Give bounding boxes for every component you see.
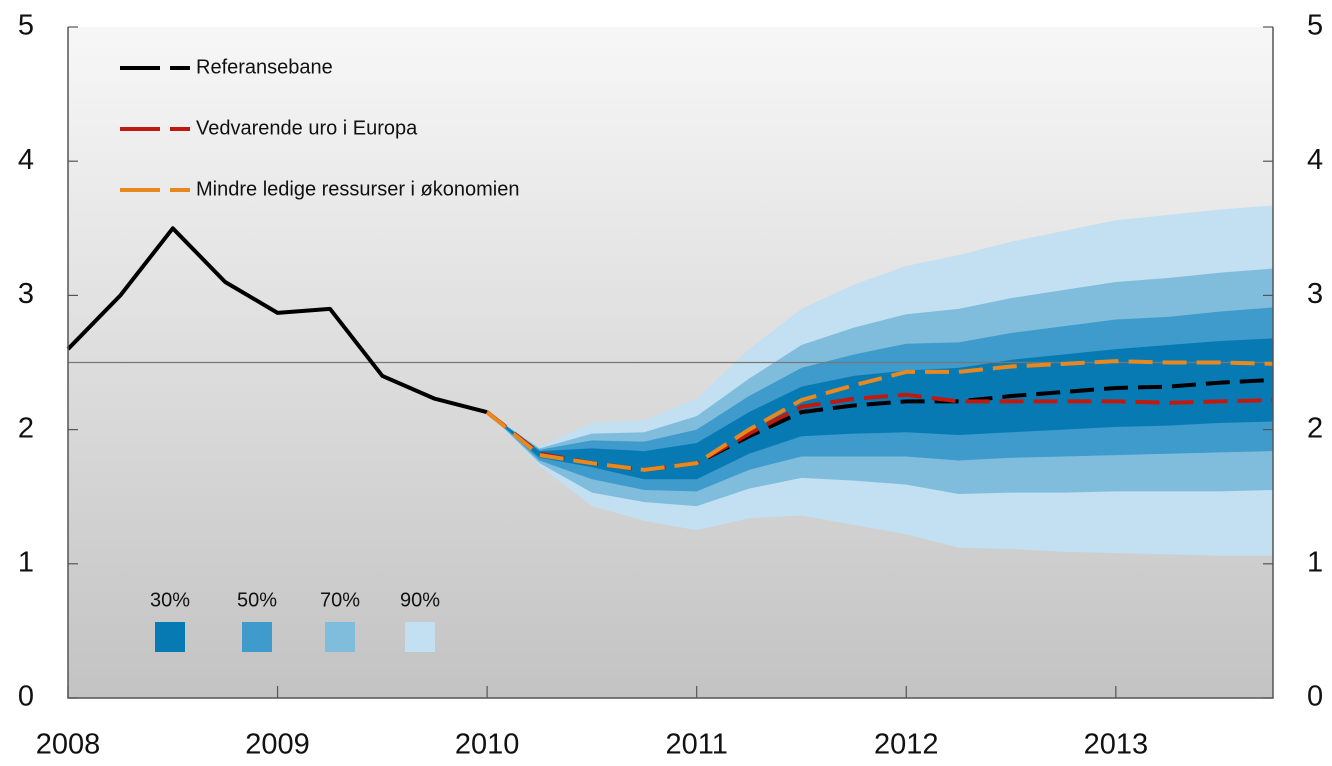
y2-tick-label: 5: [1307, 10, 1323, 42]
x-tick-label: 2008: [36, 729, 101, 761]
x-tick-label: 2013: [1084, 729, 1149, 761]
x-tick-label: 2011: [666, 729, 728, 761]
band-legend-swatch: [325, 622, 355, 652]
y2-tick-label: 4: [1307, 144, 1323, 176]
legend-label: Mindre ledige ressurser i økonomien: [196, 178, 519, 200]
fan-band: [487, 338, 1273, 480]
band-legend-swatch: [242, 622, 272, 652]
y-tick-label: 1: [18, 546, 34, 578]
y2-tick-label: 0: [1307, 681, 1323, 713]
x-tick-label: 2010: [455, 729, 520, 761]
y-tick-label: 4: [18, 144, 34, 176]
band-legend-swatch: [155, 622, 185, 652]
band-legend-label: 70%: [320, 589, 360, 611]
y-tick-label: 3: [18, 278, 34, 310]
series-line: [66, 226, 488, 415]
band-legend-label: 30%: [150, 589, 190, 611]
x-tick-label: 2012: [874, 729, 939, 761]
y-tick-label: 0: [18, 681, 34, 713]
x-tick-label: 2009: [245, 729, 310, 761]
series-line: [485, 359, 1274, 472]
band-legend-label: 50%: [237, 589, 277, 611]
y2-tick-label: 2: [1307, 412, 1323, 444]
y2-tick-label: 3: [1307, 278, 1323, 310]
y-tick-label: 2: [18, 412, 34, 444]
y-tick-label: 5: [18, 10, 34, 42]
band-legend-label: 90%: [400, 589, 440, 611]
legend-label: Referansebane: [196, 56, 333, 78]
band-legend-swatch: [405, 622, 435, 652]
axis-frame: [67, 27, 1274, 699]
legend-label: Vedvarende uro i Europa: [196, 117, 418, 139]
y2-tick-label: 1: [1307, 546, 1323, 578]
